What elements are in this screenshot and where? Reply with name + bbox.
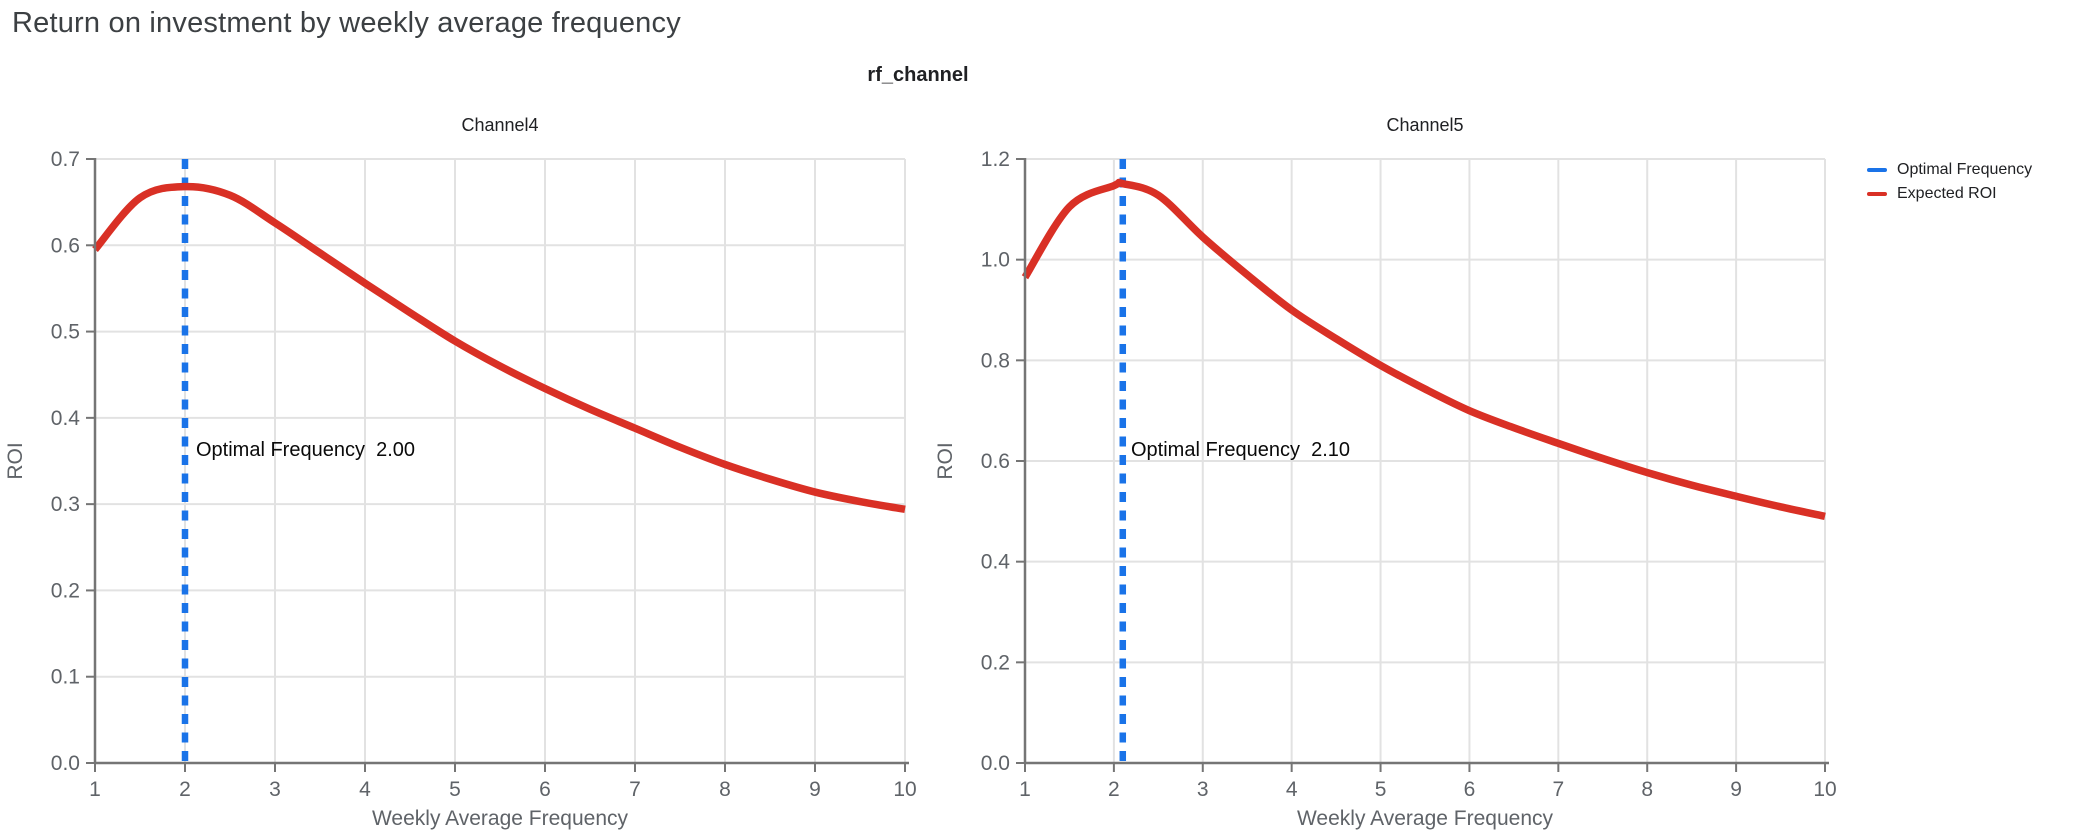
subplot-title: Channel4	[461, 115, 538, 135]
y-tick-label: 0.5	[51, 321, 80, 344]
x-tick-label: 7	[629, 778, 641, 801]
y-tick-label: 0.8	[981, 349, 1010, 372]
y-tick-label: 0.2	[51, 579, 80, 602]
y-tick-label: 0.6	[981, 450, 1010, 473]
y-tick-label: 0.6	[51, 234, 80, 257]
page-title: Return on investment by weekly average f…	[12, 7, 681, 39]
chart-channel4: 1 2 3 4 5 6 7 8 9 10 0.0 0.1 0.2 0.3 0.4 0.5 0.6 0.7 Weekl…	[4, 115, 917, 830]
y-tick-label: 1.2	[981, 148, 1010, 171]
x-axis-title: Weekly Average Frequency	[1297, 807, 1554, 830]
expected-roi-swatch	[1867, 192, 1887, 196]
y-axis-title: ROI	[4, 442, 27, 479]
expected-roi-curve	[92, 182, 906, 514]
figure-suptitle: rf_channel	[867, 64, 969, 86]
optimal-frequency-annotation-channel5: Optimal Frequency 2.10	[1131, 439, 1350, 461]
subplot-title: Channel5	[1386, 115, 1463, 135]
y-tick-label: 0.0	[981, 752, 1010, 775]
y-tick-label: 0.1	[51, 666, 80, 689]
x-tick-label: 5	[449, 778, 461, 801]
chart-channel5: 1 2 3 4 5 6 7 8 9 10 0.0 0.2 0.4 0.6 0.8 1.0 1.2 Weekly A…	[934, 115, 1837, 830]
x-tick-label: 10	[893, 778, 916, 801]
x-tick-label: 10	[1813, 778, 1836, 801]
legend-label: Optimal Frequency	[1897, 161, 2033, 178]
x-tick-label: 3	[1197, 778, 1209, 801]
x-tick-label: 1	[1019, 778, 1031, 801]
figure-legend: Optimal Frequency Expected ROI	[1867, 161, 2032, 203]
x-tick-label: 8	[1641, 778, 1653, 801]
y-axis-title: ROI	[934, 442, 957, 479]
x-tick-label: 2	[179, 778, 191, 801]
x-tick-label: 6	[539, 778, 551, 801]
x-tick-label: 8	[719, 778, 731, 801]
x-tick-label: 7	[1552, 778, 1564, 801]
y-tick-label: 0.7	[51, 148, 80, 171]
y-tick-label: 0.4	[981, 551, 1011, 574]
x-tick-label: 1	[89, 778, 101, 801]
legend-item-expected-roi[interactable]: Expected ROI	[1867, 185, 2032, 203]
x-tick-label: 6	[1464, 778, 1476, 801]
optimal-frequency-annotation-channel4: Optimal Frequency 2.00	[196, 439, 415, 461]
x-tick-label: 3	[269, 778, 281, 801]
x-tick-label: 9	[809, 778, 821, 801]
legend-label: Expected ROI	[1897, 185, 1997, 202]
x-tick-label: 2	[1108, 778, 1120, 801]
y-tick-label: 0.0	[51, 752, 80, 775]
y-tick-label: 1.0	[981, 249, 1010, 272]
optimal-frequency-swatch	[1867, 168, 1887, 172]
x-axis-title: Weekly Average Frequency	[372, 807, 629, 830]
x-tick-label: 4	[1286, 778, 1298, 801]
expected-roi-curve	[1021, 178, 1826, 521]
y-tick-label: 0.4	[51, 407, 81, 430]
x-tick-label: 9	[1730, 778, 1742, 801]
y-tick-label: 0.3	[51, 493, 80, 516]
y-tick-label: 0.2	[981, 651, 1010, 674]
legend-item-optimal-frequency[interactable]: Optimal Frequency	[1867, 161, 2032, 179]
x-tick-label: 4	[359, 778, 371, 801]
x-tick-label: 5	[1375, 778, 1387, 801]
